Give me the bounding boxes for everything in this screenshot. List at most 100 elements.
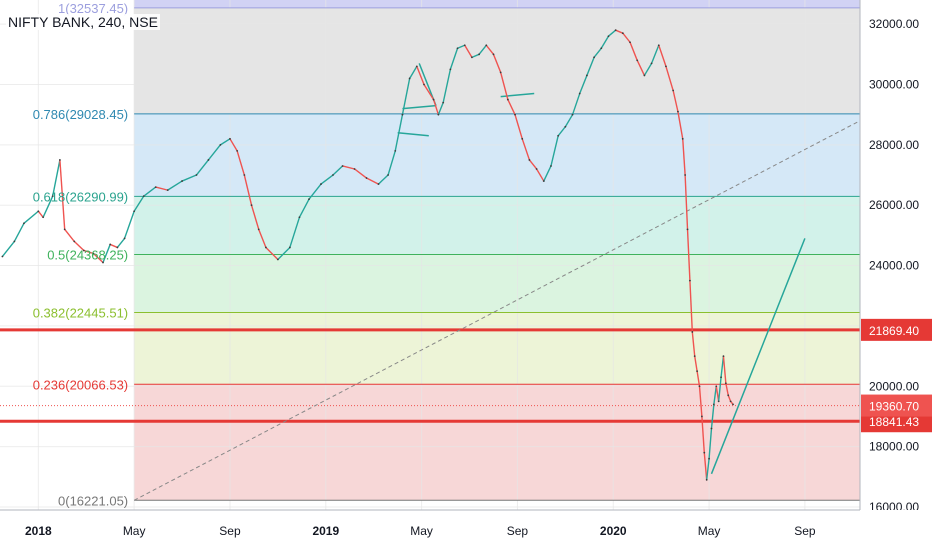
price-point — [432, 98, 435, 101]
price-segment — [394, 114, 404, 152]
price-segment — [457, 44, 466, 49]
price-segment — [265, 246, 279, 261]
price-segment — [703, 452, 708, 480]
price-segment — [608, 29, 617, 37]
price-point — [142, 195, 145, 198]
price-segment — [643, 63, 653, 76]
time-tick-label: May — [698, 524, 721, 538]
last-price-badge-label: 19360.70 — [869, 400, 919, 414]
price-segment — [342, 165, 355, 170]
price-segment — [720, 356, 725, 378]
price-point — [727, 394, 730, 397]
price-point — [499, 71, 502, 74]
trend-line — [397, 132, 429, 137]
price-segment — [586, 57, 595, 76]
price-segment — [277, 246, 291, 261]
price-segment — [696, 371, 701, 387]
price-point — [58, 159, 61, 161]
price-point — [243, 174, 246, 176]
price-point — [195, 174, 198, 176]
fib-level-label: 1(32537.45) — [58, 1, 128, 16]
price-segment — [725, 383, 729, 396]
fib-zone — [134, 0, 861, 8]
price-segment — [289, 217, 301, 248]
fib-zone — [134, 312, 861, 385]
price-segment — [378, 174, 389, 185]
price-segment — [478, 44, 487, 55]
price-point — [423, 83, 425, 86]
price-segment — [320, 174, 334, 185]
price-point — [332, 174, 334, 176]
price-segment — [181, 174, 197, 182]
fib-level-label: 0.5(24368.25) — [47, 247, 128, 262]
price-point — [298, 216, 301, 219]
price-segment — [366, 177, 379, 185]
hline-badge-bg — [861, 318, 932, 341]
price-segment — [600, 35, 610, 49]
price-point — [387, 174, 389, 176]
price-segment — [698, 386, 703, 417]
price-point — [442, 101, 445, 104]
price-point — [729, 400, 732, 403]
price-tick-label: 18000.00 — [869, 440, 919, 454]
price-segment — [155, 186, 168, 191]
price-segment — [636, 60, 646, 76]
price-segment — [133, 195, 145, 212]
fib-level-label: 0.618(26290.99) — [33, 189, 128, 204]
price-segment — [1, 240, 15, 257]
price-point — [715, 385, 718, 388]
price-point — [643, 74, 646, 77]
time-tick-label: 2020 — [600, 524, 627, 538]
price-point — [629, 41, 631, 44]
price-point — [700, 415, 703, 418]
price-point — [308, 198, 310, 201]
price-segment — [401, 78, 411, 115]
price-point — [564, 125, 567, 128]
price-segment — [622, 32, 631, 43]
price-point — [724, 382, 727, 385]
fib-zone — [134, 254, 861, 313]
fib-level-label: 0(16221.05) — [58, 493, 128, 508]
price-segment — [59, 159, 66, 230]
price-point — [207, 159, 210, 161]
price-segment — [528, 159, 538, 170]
price-point — [229, 137, 231, 140]
price-point — [250, 204, 253, 207]
time-axis-bg — [0, 510, 932, 550]
price-point — [712, 403, 715, 406]
price-point — [478, 53, 481, 56]
price-tick-label: 20000.00 — [869, 379, 919, 393]
price-segment — [658, 45, 667, 67]
price-segment — [207, 144, 221, 161]
price-point — [82, 249, 85, 252]
fib-levels — [134, 7, 860, 501]
price-segment — [672, 90, 679, 112]
fib-level-label: 0.382(22445.51) — [33, 305, 128, 320]
price-segment — [717, 377, 722, 402]
price-segment — [708, 428, 713, 459]
price-point — [463, 44, 466, 47]
price-segment — [83, 249, 94, 255]
price-segment — [521, 138, 531, 161]
price-point — [535, 168, 538, 170]
price-point — [665, 65, 667, 68]
price-segment — [92, 252, 104, 264]
time-tick-label: Sep — [507, 524, 529, 538]
price-segment — [705, 458, 710, 480]
price-point — [437, 113, 440, 116]
fib-zone — [134, 7, 861, 114]
price-segment — [492, 54, 502, 73]
price-segment — [52, 159, 61, 197]
price-segment — [167, 180, 183, 191]
price-segment — [37, 210, 44, 218]
horizontal-lines — [0, 328, 860, 423]
price-point — [720, 376, 722, 379]
price-segment — [432, 99, 440, 115]
time-tick-label: 2019 — [312, 524, 339, 538]
price-point — [621, 32, 624, 35]
price-segment — [250, 205, 260, 230]
price-point — [449, 68, 452, 71]
price-tick-label: 30000.00 — [869, 77, 919, 91]
gridlines — [0, 0, 860, 510]
